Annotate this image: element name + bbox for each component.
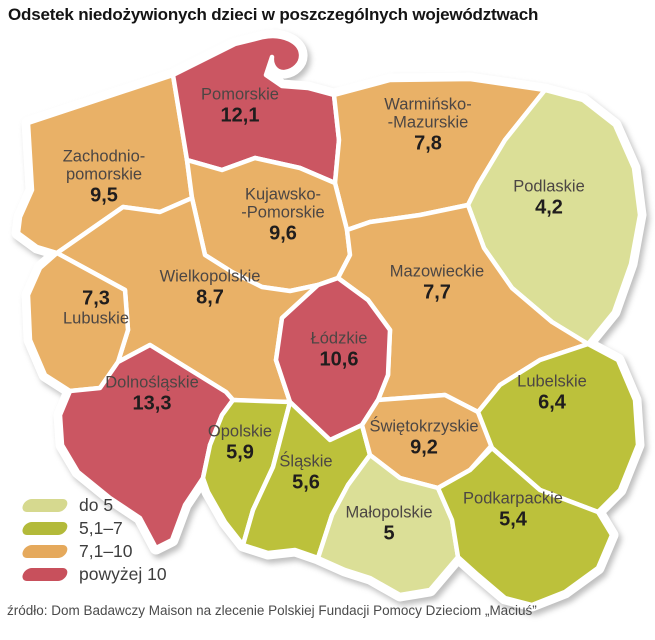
legend-swatch-shape — [22, 499, 68, 512]
legend-item: do 5 — [13, 494, 167, 517]
legend-swatch-icon — [22, 522, 68, 535]
legend-label: 5,1–7 — [79, 518, 123, 538]
region-podkarpackie — [435, 445, 615, 608]
legend-swatch-icon — [22, 568, 68, 581]
chart-title: Odsetek niedożywionych dzieci w poszczeg… — [8, 5, 539, 24]
legend: do 5 5,1–7 7,1–10 powyżej 10 — [13, 494, 167, 586]
legend-swatch-icon — [22, 545, 68, 558]
legend-item: powyżej 10 — [13, 563, 167, 586]
source-note: źródło: Dom Badawczy Maison na zlecenie … — [7, 603, 537, 618]
legend-swatch-icon — [22, 499, 68, 512]
legend-label: 7,1–10 — [79, 541, 133, 561]
legend-label: powyżej 10 — [79, 564, 167, 584]
legend-swatch-shape — [22, 545, 68, 558]
legend-label: do 5 — [79, 495, 114, 515]
region-pomorskie — [170, 33, 342, 186]
legend-item: 5,1–7 — [13, 517, 167, 540]
legend-item: 7,1–10 — [13, 540, 167, 563]
legend-swatch-shape — [22, 568, 68, 581]
legend-swatch-shape — [22, 522, 68, 535]
